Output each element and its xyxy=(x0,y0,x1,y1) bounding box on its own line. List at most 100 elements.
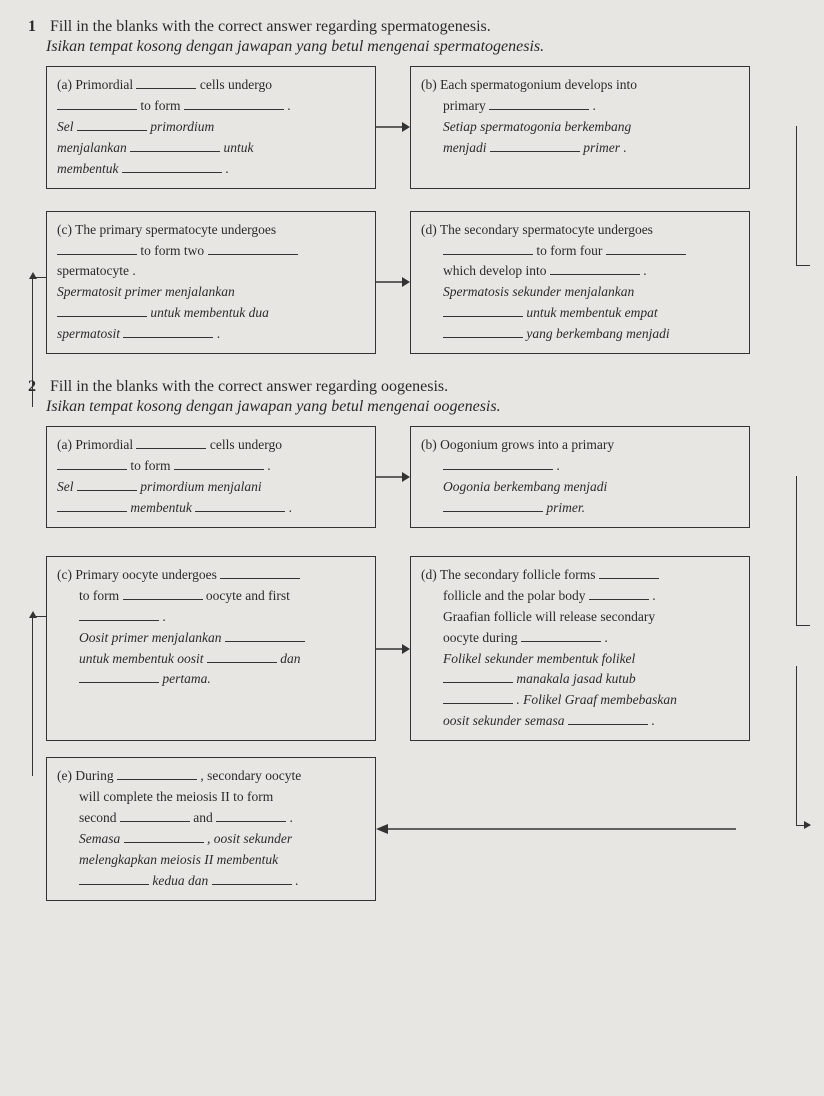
q2a-l4a: membentuk xyxy=(130,500,191,515)
q2b-l3: Oogonia berkembang menjadi xyxy=(443,479,607,494)
q2d-l1a: The secondary follicle forms xyxy=(440,567,596,582)
blank[interactable] xyxy=(57,498,127,512)
blank[interactable] xyxy=(489,96,589,110)
q1c-l2a: to form two xyxy=(140,243,204,258)
blank[interactable] xyxy=(212,871,292,885)
q1d-l3b: . xyxy=(643,263,646,278)
blank[interactable] xyxy=(77,477,137,491)
q1a-l5b: . xyxy=(225,161,228,176)
connector-line xyxy=(32,277,46,407)
q2-header: 2 Fill in the blanks with the correct an… xyxy=(28,378,796,416)
blank[interactable] xyxy=(443,304,523,318)
blank[interactable] xyxy=(521,628,601,642)
q2c-l4a: Oosit primer menjalankan xyxy=(79,630,222,645)
blank[interactable] xyxy=(208,241,298,255)
blank[interactable] xyxy=(57,457,127,471)
q2-text: Fill in the blanks with the correct answ… xyxy=(50,378,448,395)
q1b-l4b: primer . xyxy=(583,140,627,155)
q2e-l5: melengkapkan meiosis II membentuk xyxy=(79,852,278,867)
arrow-left-icon xyxy=(376,757,736,901)
q2e-l6a: kedua dan xyxy=(152,873,208,888)
q2a-l3a: Sel xyxy=(57,479,74,494)
blank[interactable] xyxy=(77,117,147,131)
q1d-l1: The secondary spermatocyte undergoes xyxy=(440,222,653,237)
q2c-l2b: oocyte and first xyxy=(206,588,290,603)
q1d-l3a: which develop into xyxy=(443,263,546,278)
blank[interactable] xyxy=(606,241,686,255)
blank[interactable] xyxy=(550,262,640,276)
blank[interactable] xyxy=(195,498,285,512)
blank[interactable] xyxy=(122,159,222,173)
q2c-label: (c) xyxy=(57,567,72,582)
q1a-l1a: Primordial xyxy=(75,77,133,92)
blank[interactable] xyxy=(490,138,580,152)
q1a-l4a: menjalankan xyxy=(57,140,127,155)
q2-row-ab: (a) Primordial cells undergo to form . S… xyxy=(46,426,796,528)
q1a-label: (a) xyxy=(57,77,72,92)
question-2: 2 Fill in the blanks with the correct an… xyxy=(28,378,796,901)
connector-line xyxy=(32,616,46,776)
blank[interactable] xyxy=(589,586,649,600)
q1-text: Fill in the blanks with the correct answ… xyxy=(50,18,491,35)
q1b-l2a: primary xyxy=(443,98,486,113)
blank[interactable] xyxy=(117,767,197,781)
blank[interactable] xyxy=(443,241,533,255)
blank[interactable] xyxy=(120,809,190,823)
q2a-l2a: to form xyxy=(130,458,170,473)
q2e-l3b: and xyxy=(193,810,213,825)
blank[interactable] xyxy=(443,325,523,339)
blank[interactable] xyxy=(220,565,300,579)
blank[interactable] xyxy=(79,670,159,684)
q1-italic: Isikan tempat kosong dengan jawapan yang… xyxy=(46,38,796,56)
q2e-l6b: . xyxy=(295,873,298,888)
q1a-l3b: primordium xyxy=(150,119,214,134)
blank[interactable] xyxy=(225,628,305,642)
connector-line xyxy=(796,666,810,826)
q2a-l1b: cells undergo xyxy=(210,437,282,452)
blank[interactable] xyxy=(443,498,543,512)
q2-box-e: (e) During , secondary oocyte will compl… xyxy=(46,757,376,901)
blank[interactable] xyxy=(184,96,284,110)
q2-row-e: (e) During , secondary oocyte will compl… xyxy=(46,757,796,901)
blank[interactable] xyxy=(130,138,220,152)
blank[interactable] xyxy=(136,76,196,90)
q2d-l8a: oosit sekunder semasa xyxy=(443,713,565,728)
q1a-l2a: to form xyxy=(140,98,180,113)
q2d-l4a: oocyte during xyxy=(443,630,518,645)
blank[interactable] xyxy=(568,712,648,726)
blank[interactable] xyxy=(57,96,137,110)
blank[interactable] xyxy=(216,809,286,823)
blank[interactable] xyxy=(57,241,137,255)
blank[interactable] xyxy=(207,649,277,663)
q1b-l2b: . xyxy=(593,98,596,113)
q1-row-cd: (c) The primary spermatocyte undergoes t… xyxy=(46,211,796,355)
q1a-l5a: membentuk xyxy=(57,161,118,176)
q2d-l7a: . Folikel Graaf membebaskan xyxy=(516,692,676,707)
blank[interactable] xyxy=(123,586,203,600)
blank[interactable] xyxy=(174,457,264,471)
q2-box-a: (a) Primordial cells undergo to form . S… xyxy=(46,426,376,528)
blank[interactable] xyxy=(443,691,513,705)
q2c-l1a: Primary oocyte undergoes xyxy=(75,567,216,582)
blank[interactable] xyxy=(124,829,204,843)
q1d-l4: Spermatosis sekunder menjalankan xyxy=(443,284,634,299)
blank[interactable] xyxy=(57,304,147,318)
q2e-l2: will complete the meiosis II to form xyxy=(79,789,273,804)
blank[interactable] xyxy=(443,457,553,471)
q1c-label: (c) xyxy=(57,222,72,237)
q2d-l2b: . xyxy=(652,588,655,603)
q2-box-c: (c) Primary oocyte undergoes to form ooc… xyxy=(46,556,376,741)
q2e-l3c: . xyxy=(290,810,293,825)
q1-num: 1 xyxy=(28,18,46,36)
question-1: 1 Fill in the blanks with the correct an… xyxy=(28,18,796,354)
blank[interactable] xyxy=(136,436,206,450)
q1b-label: (b) xyxy=(421,77,437,92)
blank[interactable] xyxy=(599,565,659,579)
q2-box-d: (d) The secondary follicle forms follicl… xyxy=(410,556,750,741)
blank[interactable] xyxy=(123,325,213,339)
q1d-l2a: to form four xyxy=(536,243,602,258)
q2b-l2: . xyxy=(556,458,559,473)
blank[interactable] xyxy=(79,607,159,621)
blank[interactable] xyxy=(79,871,149,885)
blank[interactable] xyxy=(443,670,513,684)
